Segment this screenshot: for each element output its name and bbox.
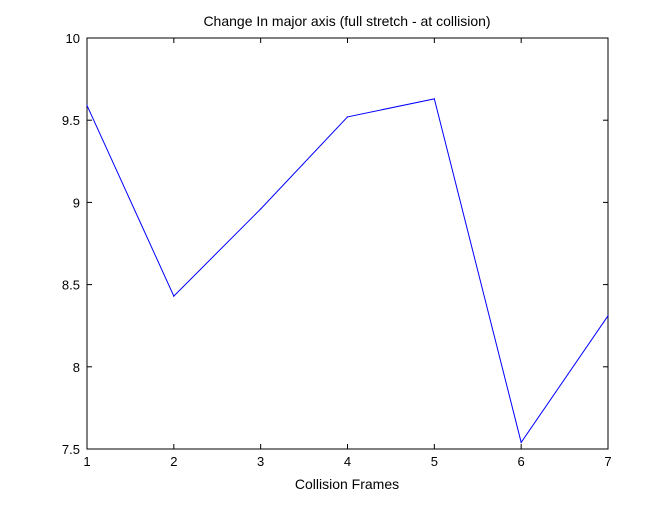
y-tick-label: 9	[73, 195, 80, 210]
y-tick-label: 8.5	[62, 278, 80, 293]
x-tick-label: 3	[257, 454, 264, 469]
data-point	[346, 116, 349, 118]
series-layer	[86, 98, 609, 444]
axis-tick-labels: 1 2 3 4 5 6 7 7.5 8 8.5 9 9.5 10	[62, 31, 612, 469]
data-point	[607, 315, 609, 317]
axis-ticks	[86, 37, 609, 450]
x-tick-label: 5	[431, 454, 438, 469]
x-tick-label: 2	[170, 454, 177, 469]
data-point	[86, 104, 88, 107]
y-tick-label: 8	[73, 360, 80, 375]
chart-title: Change In major axis (full stretch - at …	[203, 13, 490, 29]
x-tick-label: 7	[604, 454, 611, 469]
x-tick-label: 6	[518, 454, 525, 469]
data-point	[433, 98, 435, 100]
x-tick-label: 4	[344, 454, 351, 469]
data-point	[173, 295, 175, 297]
y-tick-label: 10	[66, 31, 80, 46]
data-point	[520, 441, 522, 444]
x-axis-label: Collision Frames	[295, 476, 399, 492]
y-tick-label: 9.5	[62, 113, 80, 128]
y-tick-label: 7.5	[62, 442, 80, 457]
plot-area	[86, 37, 609, 450]
x-tick-label: 1	[83, 454, 90, 469]
data-point	[260, 208, 262, 210]
